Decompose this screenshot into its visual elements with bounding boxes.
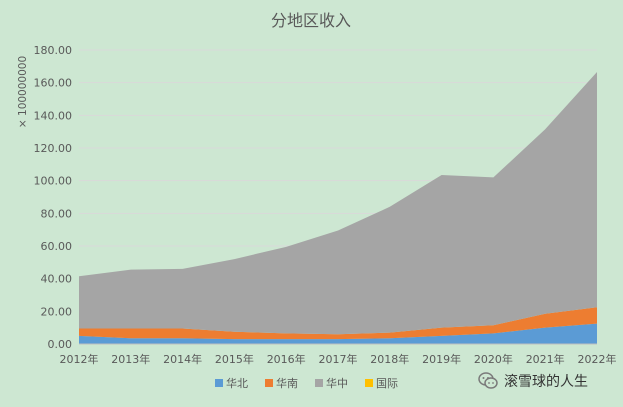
legend-item-2: 华中	[315, 376, 348, 390]
legend: 华北 华南 华中 国际	[215, 376, 398, 390]
x-tick-label: 2019年	[422, 352, 461, 366]
legend-label: 华中	[326, 376, 348, 390]
x-tick-label: 2015年	[215, 352, 254, 366]
x-tick-label: 2016年	[267, 352, 306, 366]
chart-title: 分地区收入	[271, 11, 351, 30]
y-tick-label: 0.00	[48, 338, 73, 351]
series-areas	[79, 72, 597, 344]
legend-label: 国际	[376, 377, 398, 390]
axes: 0.00 20.00 40.00 60.00 80.00 100.00 120.00 140.…	[34, 44, 617, 366]
area-series-1	[79, 307, 597, 340]
legend-item-3: 国际	[365, 377, 398, 390]
x-tick-label: 2017年	[319, 352, 358, 366]
legend-swatch	[315, 379, 323, 387]
y-tick-label: 180.00	[34, 44, 73, 57]
legend-swatch	[215, 379, 223, 387]
legend-label: 华北	[226, 376, 248, 390]
y-tick-label: 40.00	[41, 273, 73, 286]
wechat-icon	[478, 372, 498, 389]
x-tick-label: 2021年	[526, 352, 565, 366]
watermark: 滚雪球的人生	[478, 368, 588, 394]
x-tick-label: 2013年	[111, 352, 150, 366]
y-tick-label: 160.00	[34, 77, 73, 90]
x-tick-label: 2012年	[60, 352, 99, 366]
y-tick-label: 80.00	[41, 207, 73, 220]
area-series-0	[79, 323, 597, 344]
legend-item-0: 华北	[215, 376, 248, 390]
x-tick-label: 2020年	[474, 352, 513, 366]
area-series-2	[79, 72, 597, 335]
x-tick-label: 2022年	[578, 352, 617, 366]
y-tick-label: 60.00	[41, 240, 73, 253]
legend-swatch	[365, 379, 373, 387]
legend-swatch	[265, 379, 273, 387]
y-tick-label: 140.00	[34, 109, 73, 122]
y-tick-label: 120.00	[34, 142, 73, 155]
y-axis-unit: × 100000000	[17, 56, 29, 128]
watermark-text: 滚雪球的人生	[504, 374, 588, 390]
y-tick-label: 20.00	[41, 305, 73, 318]
y-tick-label: 100.00	[34, 175, 73, 188]
legend-item-1: 华南	[265, 376, 298, 390]
legend-label: 华南	[276, 376, 298, 390]
x-tick-label: 2018年	[370, 352, 409, 366]
x-tick-label: 2014年	[163, 352, 202, 366]
